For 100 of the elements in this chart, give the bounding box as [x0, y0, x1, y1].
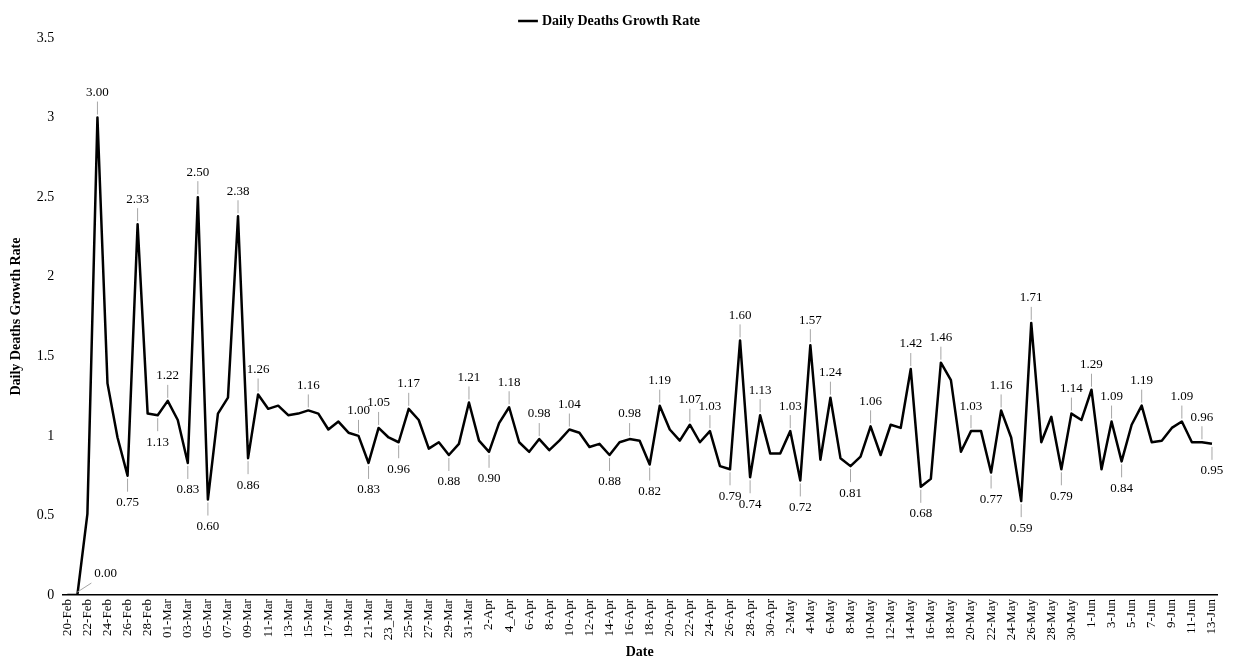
- x-tick-label: 22-Apr: [681, 598, 697, 637]
- data-label: 1.19: [1130, 372, 1154, 388]
- x-tick-label: 19-Mar: [339, 598, 355, 639]
- y-tick-label: 2: [47, 268, 55, 284]
- x-tick-label: 8-Apr: [540, 598, 556, 631]
- x-tick-label: 26-Apr: [721, 598, 737, 637]
- data-label: 1.03: [778, 397, 802, 413]
- data-label: 0.83: [176, 481, 200, 497]
- y-tick-label: 1: [47, 427, 55, 443]
- x-tick-label: 9-Jun: [1163, 598, 1179, 628]
- x-tick-label: 1-Jun: [1082, 598, 1098, 628]
- y-tick-label: 2.5: [36, 188, 55, 204]
- x-tick-label: 07-Mar: [219, 598, 235, 639]
- x-tick-label: 16-May: [922, 598, 938, 641]
- x-tick-label: 31-Mar: [460, 598, 476, 639]
- x-tick-label: 6-Apr: [520, 598, 536, 631]
- data-label: 1.16: [296, 376, 321, 392]
- y-tick-label: 1.5: [36, 347, 55, 363]
- data-label: 0.90: [477, 470, 501, 486]
- data-label: 0.82: [638, 482, 662, 498]
- data-label: 1.13: [146, 433, 170, 449]
- x-tick-label: 2-May: [781, 598, 797, 634]
- x-tick-label: 01-Mar: [159, 598, 175, 639]
- x-axis-title: Date: [625, 644, 654, 660]
- data-label: 1.26: [246, 360, 270, 376]
- x-tick-label: 14-May: [902, 598, 918, 641]
- x-tick-label: 26-Feb: [118, 599, 134, 636]
- x-tick-label: 03-Mar: [179, 598, 195, 639]
- x-tick-label: 20-Feb: [58, 599, 74, 636]
- data-label: 2.33: [126, 190, 149, 206]
- x-tick-label: 24-Apr: [701, 598, 717, 637]
- x-tick-label: 11-Jun: [1183, 598, 1199, 634]
- x-tick-label: 28-Apr: [741, 598, 757, 637]
- data-label: 0.88: [437, 473, 461, 489]
- x-tick-label: 3-Jun: [1102, 598, 1118, 628]
- data-label: 0.75: [116, 494, 139, 510]
- data-label: 1.21: [457, 368, 481, 384]
- y-axis-title: Daily Deaths Growth Rate: [8, 237, 24, 396]
- data-label: 1.09: [1100, 387, 1123, 403]
- x-tick-label: 12-Apr: [580, 598, 596, 637]
- data-label: 1.13: [748, 381, 772, 397]
- x-tick-label: 18-May: [942, 598, 958, 641]
- data-label: 2.50: [186, 163, 210, 179]
- data-label: 1.18: [497, 373, 521, 389]
- data-label: 1.04: [557, 395, 582, 411]
- data-label: 0.60: [196, 517, 220, 533]
- x-tick-label: 5-Jun: [1123, 598, 1139, 628]
- data-label: 1.24: [819, 364, 843, 380]
- x-tick-label: 30-Apr: [761, 598, 777, 637]
- data-label: 0.96: [1190, 408, 1214, 424]
- data-label: 1.60: [728, 306, 752, 322]
- x-tick-label: 7-Jun: [1143, 598, 1159, 628]
- x-tick-label: 8-May: [841, 598, 857, 634]
- x-tick-label: 20-May: [962, 598, 978, 641]
- data-label: 1.09: [1170, 387, 1194, 403]
- x-tick-label: 21-Mar: [359, 598, 375, 639]
- data-label: 0.95: [1200, 462, 1224, 478]
- data-label: 3.00: [86, 84, 109, 99]
- data-label: 1.00: [347, 402, 370, 418]
- data-label: 0.79: [1049, 487, 1073, 503]
- x-tick-label: 05-Mar: [199, 598, 215, 639]
- x-tick-label: 29-Mar: [440, 598, 456, 639]
- x-tick-label: 11-Mar: [259, 598, 275, 638]
- x-tick-label: 22-Feb: [78, 599, 94, 636]
- data-label: 0.81: [839, 484, 862, 500]
- data-label: 1.17: [397, 375, 421, 391]
- data-label: 0.84: [1110, 479, 1134, 495]
- y-tick-label: 3: [47, 109, 55, 125]
- data-label: 1.06: [859, 392, 883, 408]
- x-tick-label: 28-May: [1042, 598, 1058, 641]
- data-label: 1.03: [959, 397, 983, 413]
- data-label: 1.22: [156, 367, 180, 383]
- data-label: 1.19: [648, 372, 672, 388]
- data-label: 0.72: [788, 498, 812, 514]
- x-tick-label: 18-Apr: [641, 598, 657, 637]
- x-tick-label: 25-Mar: [400, 598, 416, 639]
- data-label: 1.46: [929, 329, 953, 345]
- x-tick-label: 26-May: [1022, 598, 1038, 641]
- x-tick-label: 10-May: [862, 598, 878, 641]
- x-tick-label: 12-May: [882, 598, 898, 641]
- data-label: 0.83: [357, 481, 380, 497]
- data-label: 0.88: [598, 473, 621, 489]
- data-label: 2.38: [226, 182, 250, 198]
- x-tick-label: 14-Apr: [600, 598, 616, 637]
- x-tick-label: 2-Apr: [480, 598, 496, 631]
- x-tick-label: 22-May: [982, 598, 998, 641]
- data-label: 0.77: [979, 490, 1003, 506]
- x-tick-label: 23_Mar: [380, 598, 396, 641]
- x-tick-label: 27-Mar: [420, 598, 436, 639]
- x-tick-label: 28-Feb: [139, 599, 155, 636]
- x-tick-label: 20-Apr: [661, 598, 677, 637]
- data-label: 1.42: [899, 335, 923, 351]
- x-tick-label: 15-Mar: [299, 598, 315, 639]
- data-label: 1.29: [1080, 356, 1103, 372]
- data-label: 0.68: [909, 505, 933, 521]
- data-label: 1.71: [1019, 289, 1043, 305]
- data-label: 0.00: [94, 565, 118, 581]
- data-label: 0.96: [387, 460, 411, 476]
- y-tick-label: 3.5: [36, 29, 55, 45]
- legend-label: Daily Deaths Growth Rate: [542, 12, 701, 28]
